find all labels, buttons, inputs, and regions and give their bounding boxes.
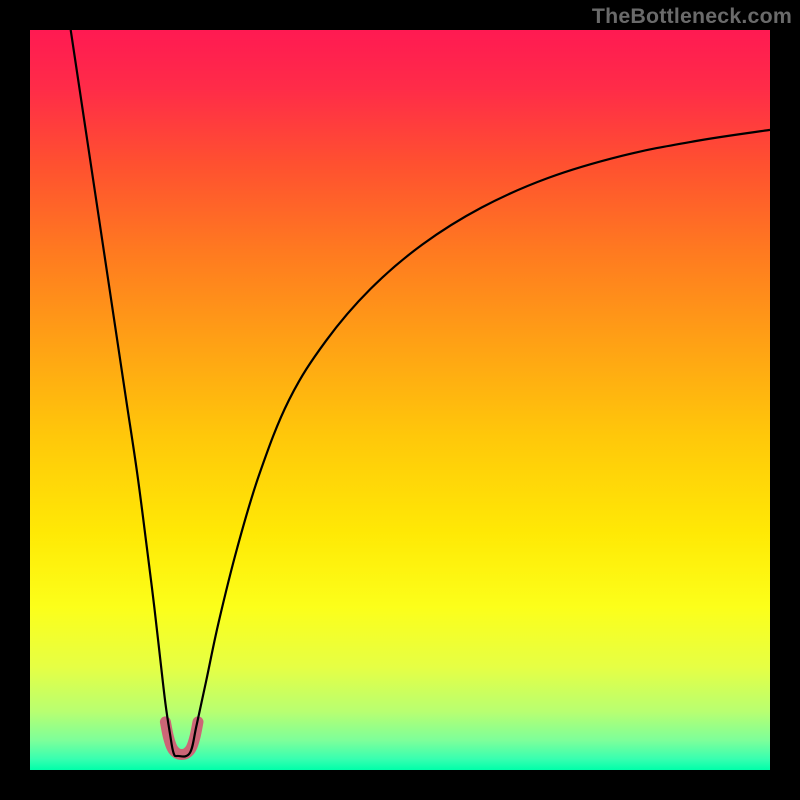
plot-area: [30, 30, 770, 770]
bottleneck-curve: [71, 30, 770, 757]
watermark-text: TheBottleneck.com: [592, 4, 792, 29]
chart-frame: TheBottleneck.com: [0, 0, 800, 800]
curve-layer: [30, 30, 770, 770]
